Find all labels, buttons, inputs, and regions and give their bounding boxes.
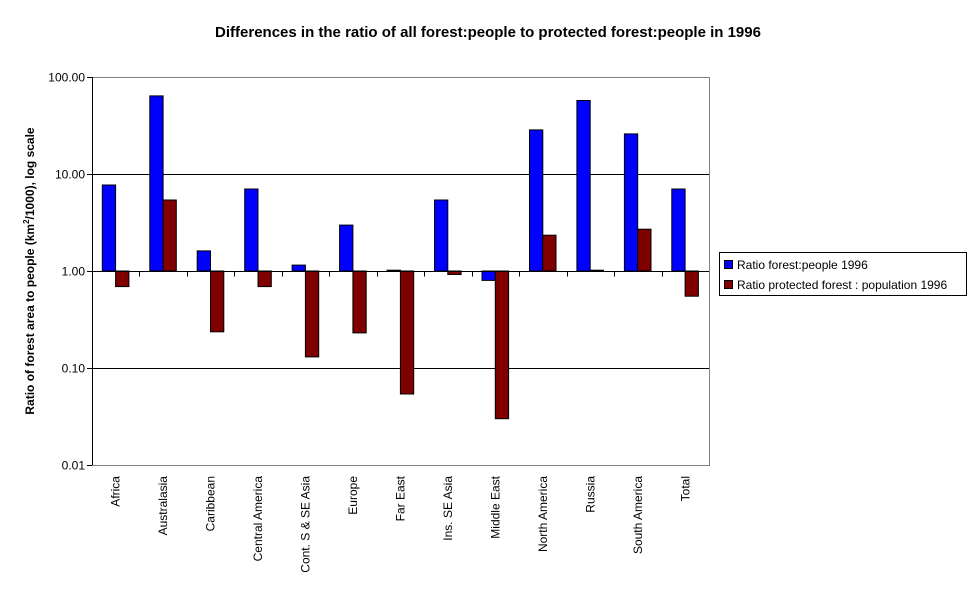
bar-forest-people-north-america — [529, 129, 544, 272]
x-tick-label: Cont. S & SE Asia — [299, 476, 313, 573]
x-tick-label: Australasia — [156, 476, 170, 536]
bar-forest-people-africa — [101, 184, 117, 272]
bar-forest-people-australasia — [149, 95, 164, 272]
x-tick-label: Europe — [346, 476, 360, 515]
x-tick-label: Far East — [394, 475, 408, 521]
plot-area — [87, 77, 710, 466]
y-tick-label: 100.00 — [48, 71, 85, 85]
bar-protected-forest-central-america — [257, 270, 272, 288]
y-tick-labels: 0.01 0.10 1.00 10.00 100.00 — [48, 71, 85, 473]
legend: Ratio forest:people 1996 Ratio protected… — [719, 252, 967, 296]
y-axis-label-post: /1000), log scale — [23, 127, 37, 219]
x-tick-labels: Africa Australasia Caribbean Central Americ… — [109, 475, 693, 572]
bar-protected-forest-europe — [352, 270, 367, 334]
bar-protected-forest-far-east — [399, 270, 415, 395]
bar-protected-forest-middle-east — [494, 270, 510, 420]
x-tick-label: Africa — [109, 476, 123, 507]
x-tick-label: South America — [631, 476, 645, 554]
legend-label-protected-forest: Ratio protected forest : population 1996 — [737, 278, 947, 292]
x-tick-label: North America — [536, 476, 550, 552]
bar-protected-forest-cont-s-se-asia — [304, 270, 320, 358]
bar-protected-forest-australasia — [162, 199, 177, 272]
bar-protected-forest-africa — [115, 270, 130, 288]
y-axis-label-pre: Ratio of forest area to people (km — [23, 224, 37, 415]
bars — [101, 95, 699, 420]
chart-title: Differences in the ratio of all forest:p… — [215, 24, 761, 41]
x-tick-label: Ins. SE Asia — [441, 476, 455, 541]
legend-swatch-forest-people — [724, 260, 733, 269]
bar-forest-people-total — [671, 188, 686, 272]
y-tick-label: 0.10 — [62, 362, 86, 376]
y-axis-label-superscript: 2 — [22, 219, 31, 224]
y-tick-label: 1.00 — [62, 265, 86, 279]
x-tick-label: Caribbean — [204, 476, 218, 531]
bar-forest-people-europe — [339, 224, 354, 272]
y-tick-label: 10.00 — [55, 168, 85, 182]
bar-forest-people-central-america — [244, 188, 259, 272]
legend-label-forest-people: Ratio forest:people 1996 — [737, 258, 868, 272]
x-tick-label: Total — [678, 476, 692, 501]
legend-box — [719, 252, 967, 296]
bar-forest-people-cont-s-se-asia — [291, 264, 306, 272]
bar-forest-people-south-america — [623, 133, 639, 272]
y-axis-label: Ratio of forest area to people (km2/1000… — [22, 127, 37, 415]
y-tick-label: 0.01 — [62, 459, 86, 473]
bar-forest-people-caribbean — [196, 250, 211, 272]
bar-forest-people-ins-se-asia — [434, 199, 449, 272]
bar-forest-people-middle-east — [481, 270, 496, 281]
bar-protected-forest-north-america — [542, 234, 557, 272]
axes — [87, 77, 709, 466]
legend-swatch-protected-forest — [724, 280, 733, 289]
bar-protected-forest-south-america — [637, 228, 652, 272]
bar-forest-people-russia — [576, 100, 591, 272]
x-tick-label: Russia — [583, 476, 597, 513]
bar-protected-forest-total — [684, 270, 699, 297]
bar-protected-forest-caribbean — [210, 270, 225, 333]
x-tick-label: Middle East — [488, 475, 502, 538]
x-tick-label: Central America — [251, 476, 265, 562]
